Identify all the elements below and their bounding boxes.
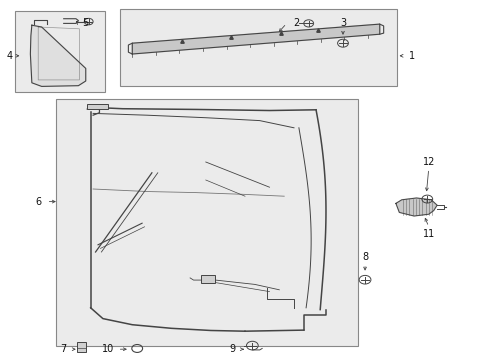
Bar (77, 342, 86, 352)
Text: 9: 9 (229, 344, 235, 354)
Text: 10: 10 (102, 344, 114, 354)
Text: 6: 6 (36, 197, 42, 207)
Text: 11: 11 (422, 229, 435, 239)
Bar (56, 99, 358, 346)
Bar (201, 275, 215, 283)
Polygon shape (30, 25, 86, 86)
Bar (87, 104, 108, 109)
Polygon shape (396, 198, 437, 216)
Polygon shape (132, 24, 380, 54)
Text: 8: 8 (362, 252, 368, 262)
Text: 5: 5 (83, 18, 89, 28)
Bar (15, 11, 105, 92)
Text: 2: 2 (294, 18, 299, 28)
Text: 12: 12 (422, 157, 435, 167)
Text: 1: 1 (409, 51, 415, 61)
Text: 7: 7 (60, 344, 66, 354)
Text: 3: 3 (340, 18, 346, 28)
Text: 4: 4 (6, 51, 12, 61)
Bar (120, 9, 397, 86)
